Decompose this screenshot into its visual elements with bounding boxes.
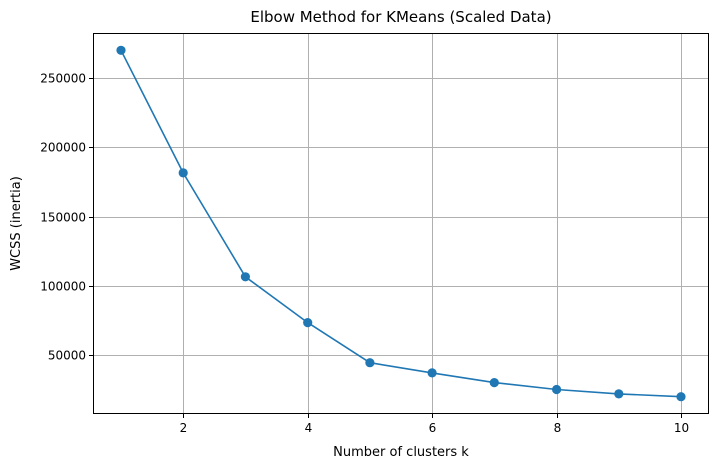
series-layer — [116, 45, 686, 402]
grid-layer — [93, 33, 709, 414]
y-tick-label: 50000 — [48, 349, 86, 363]
x-tick-label: 6 — [429, 421, 437, 435]
data-point — [552, 384, 562, 395]
data-point — [676, 392, 686, 402]
data-point — [240, 272, 250, 282]
y-axis-label: WCSS (inertia) — [9, 176, 24, 271]
tick-layer: 2 4 6 8 10 50000 100000 150000 200000 250000 — [40, 72, 689, 436]
x-axis-label: Number of clusters k — [333, 445, 469, 460]
series-line — [120, 49, 682, 398]
chart-title: Elbow Method for KMeans (Scaled Data) — [250, 8, 551, 26]
y-tick-label: 200000 — [40, 141, 86, 155]
data-point — [116, 45, 126, 55]
data-point — [365, 358, 375, 368]
y-tick-label: 150000 — [40, 211, 86, 225]
x-tick-label: 2 — [180, 421, 188, 435]
x-tick-label: 4 — [305, 421, 313, 435]
x-tick-label: 10 — [674, 421, 689, 435]
data-point — [178, 168, 188, 178]
plot-frame — [93, 33, 709, 414]
data-point — [427, 368, 437, 378]
data-point — [614, 389, 624, 399]
y-tick-label: 250000 — [40, 72, 86, 86]
x-tick-label: 8 — [554, 421, 562, 435]
data-point — [489, 378, 499, 388]
y-tick-label: 100000 — [40, 280, 86, 294]
data-point — [303, 318, 313, 328]
